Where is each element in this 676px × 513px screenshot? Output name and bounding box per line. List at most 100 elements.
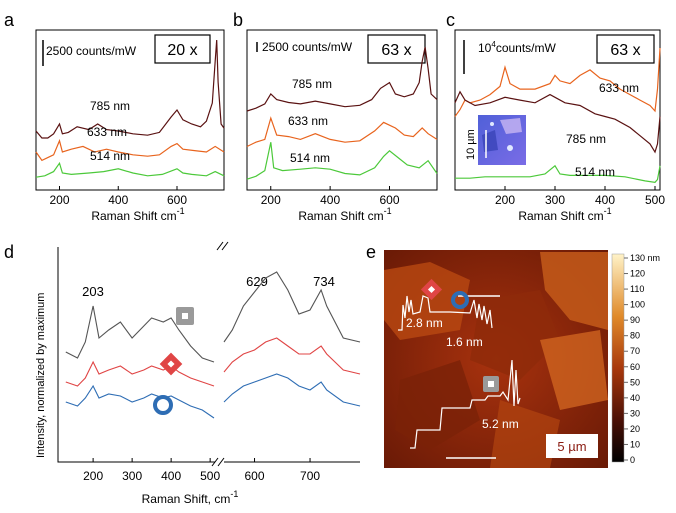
x-tick-label: 200 xyxy=(495,193,515,207)
series-group xyxy=(65,271,361,419)
scale-box xyxy=(546,434,598,458)
panel-d-chart: Intensity, normalized by maximum 203 629… xyxy=(35,241,361,506)
scale-label: 104counts/mW xyxy=(478,40,556,55)
series-line-633-nm xyxy=(35,138,225,162)
series-label: 514 nm xyxy=(290,151,330,165)
panel-letter-c: c xyxy=(446,10,455,30)
series-label: 633 nm xyxy=(87,125,127,139)
colorbar-tick-label: 110 xyxy=(630,284,644,294)
series-label: 514 nm xyxy=(90,149,130,163)
afm-flake xyxy=(540,252,608,330)
x-tick-label: 600 xyxy=(245,469,265,483)
inset-speck xyxy=(507,145,513,151)
colorbar-tick-label: 10 xyxy=(630,439,640,449)
series-line-785-nm xyxy=(246,46,438,112)
x-tick-label: 600 xyxy=(167,193,187,207)
x-tick-label: 200 xyxy=(49,193,69,207)
afm-flake xyxy=(395,360,480,450)
series-label: 785 nm xyxy=(292,77,332,91)
x-tick-label: 400 xyxy=(161,469,181,483)
x-tick-label: 600 xyxy=(379,193,399,207)
colorbar-tick-label: 40 xyxy=(630,393,640,403)
x-tick-group: 200 400 600 xyxy=(49,186,187,207)
magnification-label: 20 x xyxy=(167,42,197,59)
colorbar-tick-label: 100 xyxy=(630,300,645,310)
peak-label-734: 734 xyxy=(313,274,335,289)
blue-circle-marker xyxy=(451,291,469,309)
panel-a-chart: 2500 counts/mW 20 x 785 nm 633 nm 514 nm 2… xyxy=(35,29,225,223)
x-tick-group: 200 300 400 500 600 700 xyxy=(83,458,320,483)
magnification-label: 63 x xyxy=(610,42,640,59)
afm-flake xyxy=(470,290,560,380)
panel-c-chart: 104counts/mW 63 x 10 µm 633 nm 785 nm 514 … xyxy=(454,29,665,223)
profile-label-1-6: 1.6 nm xyxy=(446,335,483,349)
plot-frame xyxy=(35,29,225,191)
x-tick-label: 200 xyxy=(261,193,281,207)
series-line-514-nm xyxy=(35,161,225,178)
series-group: 785 nm 633 nm 514 nm xyxy=(246,46,438,180)
x-tick-group: 200 400 600 xyxy=(261,186,400,207)
series-line-blue-circle xyxy=(223,373,361,407)
x-axis-label: Raman Shift cm-1 xyxy=(518,206,611,223)
inset-flake xyxy=(500,118,522,134)
peak-label-203: 203 xyxy=(82,284,104,299)
series-line-633-nm xyxy=(454,47,661,117)
series-line-gray-square xyxy=(223,271,361,343)
panel-letter-e: e xyxy=(366,242,376,262)
gray-square-marker xyxy=(483,376,499,392)
x-tick-label: 300 xyxy=(545,193,565,207)
colorbar-tick-label: 70 xyxy=(630,346,640,356)
height-profile-upper xyxy=(398,295,493,331)
plot-frame xyxy=(454,29,661,191)
colorbar-tick-label: 120 xyxy=(630,269,645,279)
colorbar-tick-label: 80 xyxy=(630,331,640,341)
series-group: 633 nm 785 nm 514 nm xyxy=(454,47,661,183)
inset-speck xyxy=(490,122,494,126)
afm-flake xyxy=(384,262,470,340)
series-line-gray-square xyxy=(65,305,215,363)
x-tick-group: 200 300 400 500 xyxy=(495,186,665,207)
axis-break-mark xyxy=(221,241,229,251)
series-label: 633 nm xyxy=(599,81,639,95)
series-line-514-nm xyxy=(455,164,661,183)
x-tick-label: 400 xyxy=(320,193,340,207)
scale-label: 2500 counts/mW xyxy=(46,44,137,58)
panel-letter-d: d xyxy=(4,242,14,262)
gray-square-marker xyxy=(176,307,194,325)
x-tick-label: 300 xyxy=(122,469,142,483)
series-line-633-nm xyxy=(246,116,438,148)
colorbar-tick-label: 0 xyxy=(630,455,635,465)
colorbar-tick-label: 90 xyxy=(630,315,640,325)
series-line-blue-circle xyxy=(65,384,215,419)
scale-label: 2500 counts/mW xyxy=(262,40,353,54)
series-line-514-nm xyxy=(246,142,438,180)
blue-circle-marker xyxy=(153,395,173,415)
series-label: 514 nm xyxy=(575,165,615,179)
panel-letter-a: a xyxy=(4,10,15,30)
panel-b-chart: 2500 counts/mW 63 x 785 nm 633 nm 514 nm 2… xyxy=(246,29,438,223)
x-tick-label: 500 xyxy=(200,469,220,483)
x-tick-label: 200 xyxy=(83,469,103,483)
axis-break-mark xyxy=(216,241,224,251)
series-line-785-nm xyxy=(454,90,661,154)
series-group: 785 nm 633 nm 514 nm xyxy=(35,39,225,178)
height-profile-lower xyxy=(410,359,521,449)
x-tick-label: 400 xyxy=(108,193,128,207)
series-label: 633 nm xyxy=(288,114,328,128)
x-tick-label: 500 xyxy=(645,193,665,207)
magnification-label: 63 x xyxy=(381,42,411,59)
x-axis-label: Raman Shift cm-1 xyxy=(298,206,391,223)
panel-e-afm: 2.8 nm 1.6 nm 5.2 nm 5 µm 130 nm 120 110 10… xyxy=(384,250,660,468)
magnification-box xyxy=(596,34,655,64)
optical-inset: 10 µm xyxy=(465,115,526,165)
series-line-red-diamond xyxy=(65,360,215,387)
series-line-red-diamond xyxy=(223,337,361,375)
axis-break-mark xyxy=(211,457,219,467)
axis-break-mark xyxy=(217,457,225,467)
x-axis-label: Raman Shift cm-1 xyxy=(91,206,184,223)
magnification-box xyxy=(367,34,426,64)
plot-frame xyxy=(246,29,438,191)
magnification-box xyxy=(154,34,211,64)
x-axis-label: Raman Shift, cm-1 xyxy=(142,489,239,506)
